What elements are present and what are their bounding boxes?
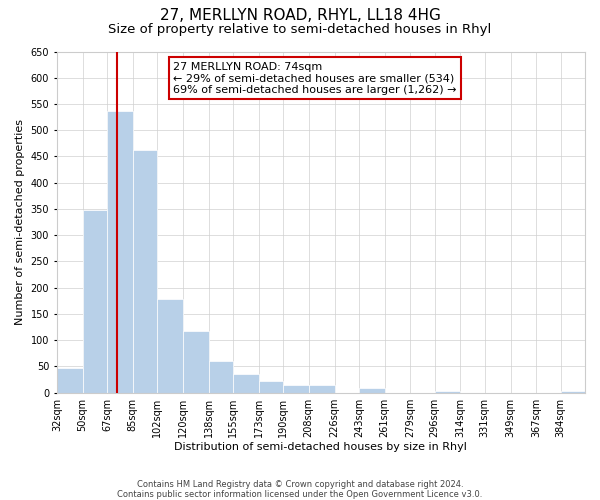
Bar bbox=[83, 210, 107, 392]
Text: 27 MERLLYN ROAD: 74sqm
← 29% of semi-detached houses are smaller (534)
69% of se: 27 MERLLYN ROAD: 74sqm ← 29% of semi-det… bbox=[173, 62, 457, 95]
Bar bbox=[359, 388, 385, 392]
Bar bbox=[435, 391, 460, 392]
Bar bbox=[309, 386, 335, 392]
X-axis label: Distribution of semi-detached houses by size in Rhyl: Distribution of semi-detached houses by … bbox=[175, 442, 467, 452]
Bar bbox=[259, 381, 283, 392]
Bar bbox=[283, 385, 309, 392]
Text: 27, MERLLYN ROAD, RHYL, LL18 4HG: 27, MERLLYN ROAD, RHYL, LL18 4HG bbox=[160, 8, 440, 22]
Bar bbox=[133, 150, 157, 392]
Bar bbox=[209, 361, 233, 392]
Text: Contains HM Land Registry data © Crown copyright and database right 2024.
Contai: Contains HM Land Registry data © Crown c… bbox=[118, 480, 482, 499]
Bar bbox=[233, 374, 259, 392]
Bar bbox=[157, 300, 183, 392]
Text: Size of property relative to semi-detached houses in Rhyl: Size of property relative to semi-detach… bbox=[109, 22, 491, 36]
Y-axis label: Number of semi-detached properties: Number of semi-detached properties bbox=[15, 119, 25, 325]
Bar bbox=[183, 331, 209, 392]
Bar bbox=[560, 390, 585, 392]
Bar bbox=[107, 112, 133, 392]
Bar bbox=[57, 368, 83, 392]
